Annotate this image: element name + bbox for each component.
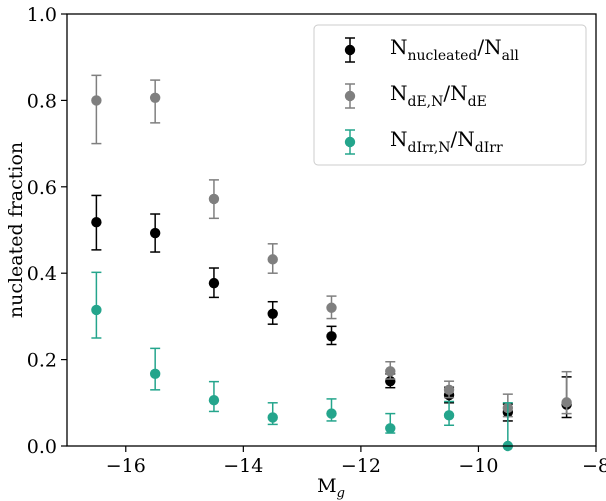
y-tick-label: 0.2 — [27, 350, 57, 372]
legend-label-n: N — [484, 35, 502, 59]
legend-entry-2: NdIrr,N/NdIrr — [344, 127, 503, 156]
data-point — [91, 304, 102, 316]
data-point — [91, 217, 102, 228]
x-tick-label: −16 — [106, 455, 146, 477]
legend-label: NdIrr,N/NdIrr — [390, 127, 503, 156]
y-axis-label: nucleated fraction — [5, 142, 27, 318]
x-tick-label: −10 — [458, 455, 498, 477]
data-point — [149, 227, 161, 239]
x-tick-label: −8 — [582, 455, 606, 477]
legend-label: NdE,N/NdE — [390, 81, 487, 110]
y-tick-label: 0.8 — [27, 90, 57, 112]
data-point — [385, 423, 396, 434]
legend-label-sub: nucleated — [408, 48, 478, 64]
axes: −16 −14 −12 −10 −8 0.0 0.2 0.4 0.6 0.8 1.0 — [27, 4, 606, 477]
series-2 — [91, 271, 514, 452]
x-axis-label: Mg — [317, 475, 345, 501]
legend-label-n: N — [390, 35, 408, 59]
data-point — [149, 368, 161, 380]
x-axis-label-sub: g — [337, 486, 345, 501]
data-point — [326, 302, 337, 313]
legend-marker — [344, 90, 356, 102]
legend-label-n: N — [390, 127, 408, 151]
data-point — [91, 95, 102, 106]
data-point — [208, 193, 220, 205]
legend-label: Nnucleated/Nall — [390, 35, 519, 64]
plot-frame — [66, 13, 597, 447]
data-point — [385, 366, 396, 377]
legend-marker — [344, 44, 356, 56]
legend-label-sep: / — [443, 81, 450, 105]
series-1 — [91, 74, 572, 418]
legend-label-sub: dIrr,N — [408, 140, 451, 156]
legend-label-n: N — [457, 127, 475, 151]
x-tick-label: −14 — [223, 455, 263, 477]
data-point — [208, 277, 220, 289]
data-point — [267, 308, 278, 320]
data-point — [443, 410, 455, 421]
data-point — [267, 254, 278, 265]
y-tick-label: 0.6 — [27, 177, 57, 199]
data-point — [443, 384, 455, 396]
legend-label-sep: / — [477, 35, 484, 59]
y-tick-label: 0.0 — [27, 436, 57, 458]
legend-marker — [344, 136, 356, 148]
legend-label-sub: dE,N — [408, 94, 444, 110]
data-point — [561, 397, 572, 408]
legend-label-sub: dIrr — [475, 140, 503, 156]
data-point — [326, 408, 337, 419]
y-tick-label: 1.0 — [27, 4, 57, 26]
legend-label-sub: dE — [468, 94, 487, 110]
legend-label-sep: / — [451, 127, 458, 151]
data-point — [208, 395, 220, 406]
legend-box — [313, 24, 587, 166]
data-point — [267, 412, 278, 423]
x-tick-label: −12 — [341, 455, 381, 477]
legend-label-n: N — [390, 81, 408, 105]
legend-entry-1: NdE,N/NdE — [344, 81, 487, 110]
legend-label-n: N — [450, 81, 468, 105]
data-point — [326, 331, 337, 342]
data-point — [149, 92, 161, 104]
legend-label-sub: all — [502, 48, 520, 64]
y-tick-label: 0.4 — [27, 263, 57, 285]
legend-entry-0: Nnucleated/Nall — [344, 35, 519, 64]
x-axis-label-main: M — [317, 475, 336, 497]
